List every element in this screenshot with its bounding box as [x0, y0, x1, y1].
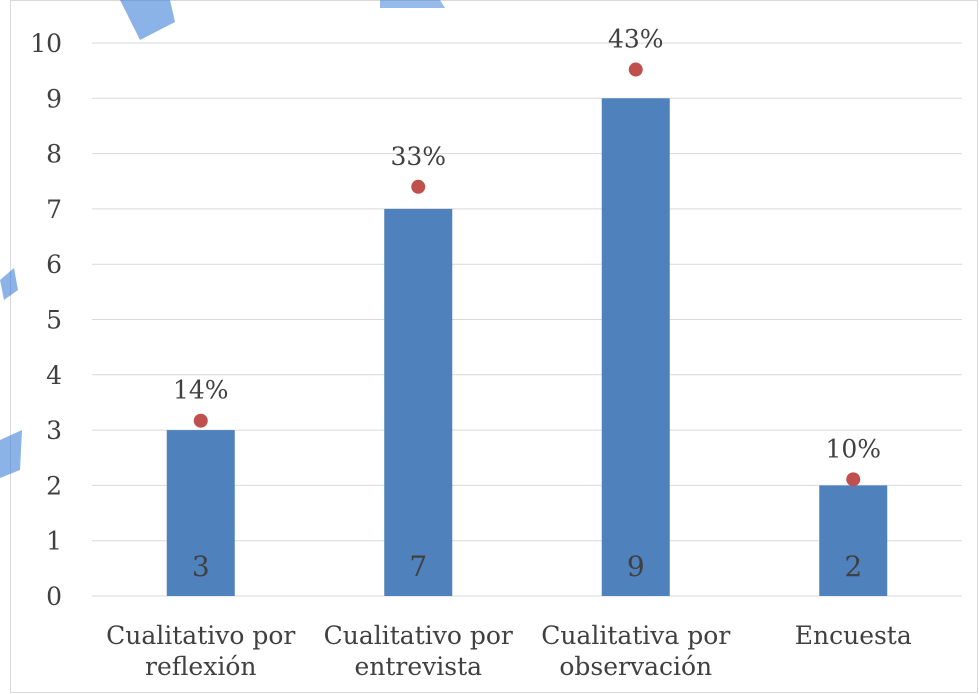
point-percent-label: 33% [390, 142, 446, 171]
point-percent-label: 43% [608, 25, 664, 54]
point-percent-label: 10% [825, 434, 881, 463]
scatter-point [193, 413, 208, 428]
x-category-label: Cualitativo por [324, 621, 513, 650]
y-tick-label: 6 [46, 250, 62, 279]
y-tick-label: 5 [46, 306, 62, 335]
y-tick-label: 4 [46, 361, 62, 390]
bar [384, 208, 453, 596]
x-category-label: observación [559, 652, 712, 681]
y-tick-label: 7 [46, 195, 62, 224]
x-category-label: Cualitativo por [106, 621, 295, 650]
y-tick-label: 10 [30, 29, 62, 58]
y-tick-label: 0 [46, 582, 62, 611]
point-percent-label: 14% [173, 376, 229, 405]
y-tick-label: 3 [46, 416, 62, 445]
bar-value-label: 3 [192, 550, 210, 583]
bar-value-label: 9 [627, 550, 645, 583]
y-tick-label: 1 [46, 527, 62, 556]
x-category-label: Encuesta [795, 621, 912, 650]
y-tick-label: 8 [46, 140, 62, 169]
bar-value-label: 2 [844, 550, 862, 583]
x-category-label: reflexión [145, 652, 256, 681]
scatter-point [846, 472, 861, 487]
bar-value-label: 7 [409, 550, 427, 583]
scatter-point [628, 62, 643, 77]
y-tick-label: 9 [46, 84, 62, 113]
x-category-label: entrevista [354, 652, 482, 681]
chart-frame [10, 0, 978, 693]
y-tick-label: 2 [46, 471, 62, 500]
bar [819, 485, 888, 596]
x-category-label: Cualitativa por [541, 621, 730, 650]
bar [166, 430, 235, 596]
bar [601, 98, 670, 597]
scatter-point [411, 179, 426, 194]
